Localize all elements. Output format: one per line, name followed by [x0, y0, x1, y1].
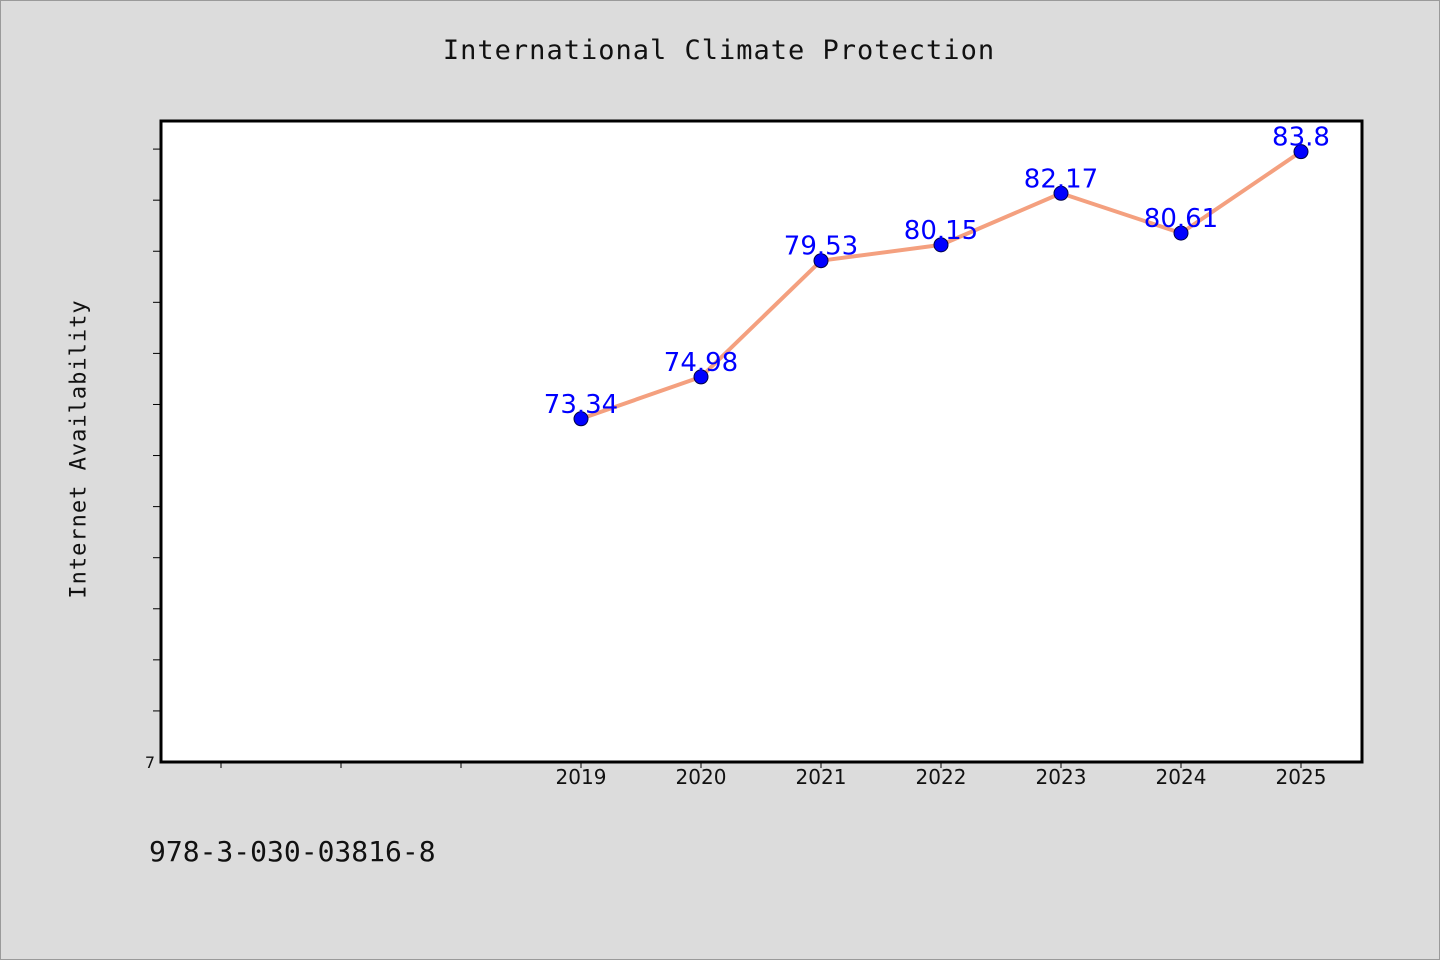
x-tick-label: 2021	[796, 765, 847, 789]
chart-title: International Climate Protection	[442, 35, 996, 66]
x-tick-label: 2025	[1276, 765, 1327, 789]
data-label: 80.61	[1144, 204, 1218, 234]
data-point	[693, 369, 709, 385]
data-label: 79.53	[784, 232, 858, 262]
data-label: 73.34	[544, 390, 618, 420]
x-tick-label: 2023	[1036, 765, 1087, 789]
footer-isbn: 978-3-030-03816-8	[149, 835, 436, 868]
data-label: 82.17	[1024, 164, 1098, 194]
data-point	[1053, 185, 1069, 201]
data-point	[573, 411, 589, 427]
x-tick-label: 2022	[916, 765, 967, 789]
series-group: 73.34 74.98 79.53 80.15 82.17 80.61 83.8	[544, 123, 1330, 427]
x-tick-label: 2020	[676, 765, 727, 789]
data-label: 80.15	[904, 216, 978, 246]
plot-frame	[159, 119, 1364, 764]
data-point	[933, 237, 949, 253]
data-label: 74.98	[664, 348, 738, 378]
data-point	[1173, 225, 1189, 241]
x-tick-label: 2024	[1156, 765, 1207, 789]
y-axis-ticks: 7	[145, 148, 161, 772]
x-tick-label: 2019	[556, 765, 607, 789]
data-label: 83.8	[1272, 123, 1330, 153]
x-axis-ticks: 2019 2020 2021 2022 2023 2024 2025	[220, 762, 1327, 789]
y-tick-label: 7	[145, 753, 155, 772]
data-point	[813, 253, 829, 269]
data-point	[1293, 144, 1309, 160]
